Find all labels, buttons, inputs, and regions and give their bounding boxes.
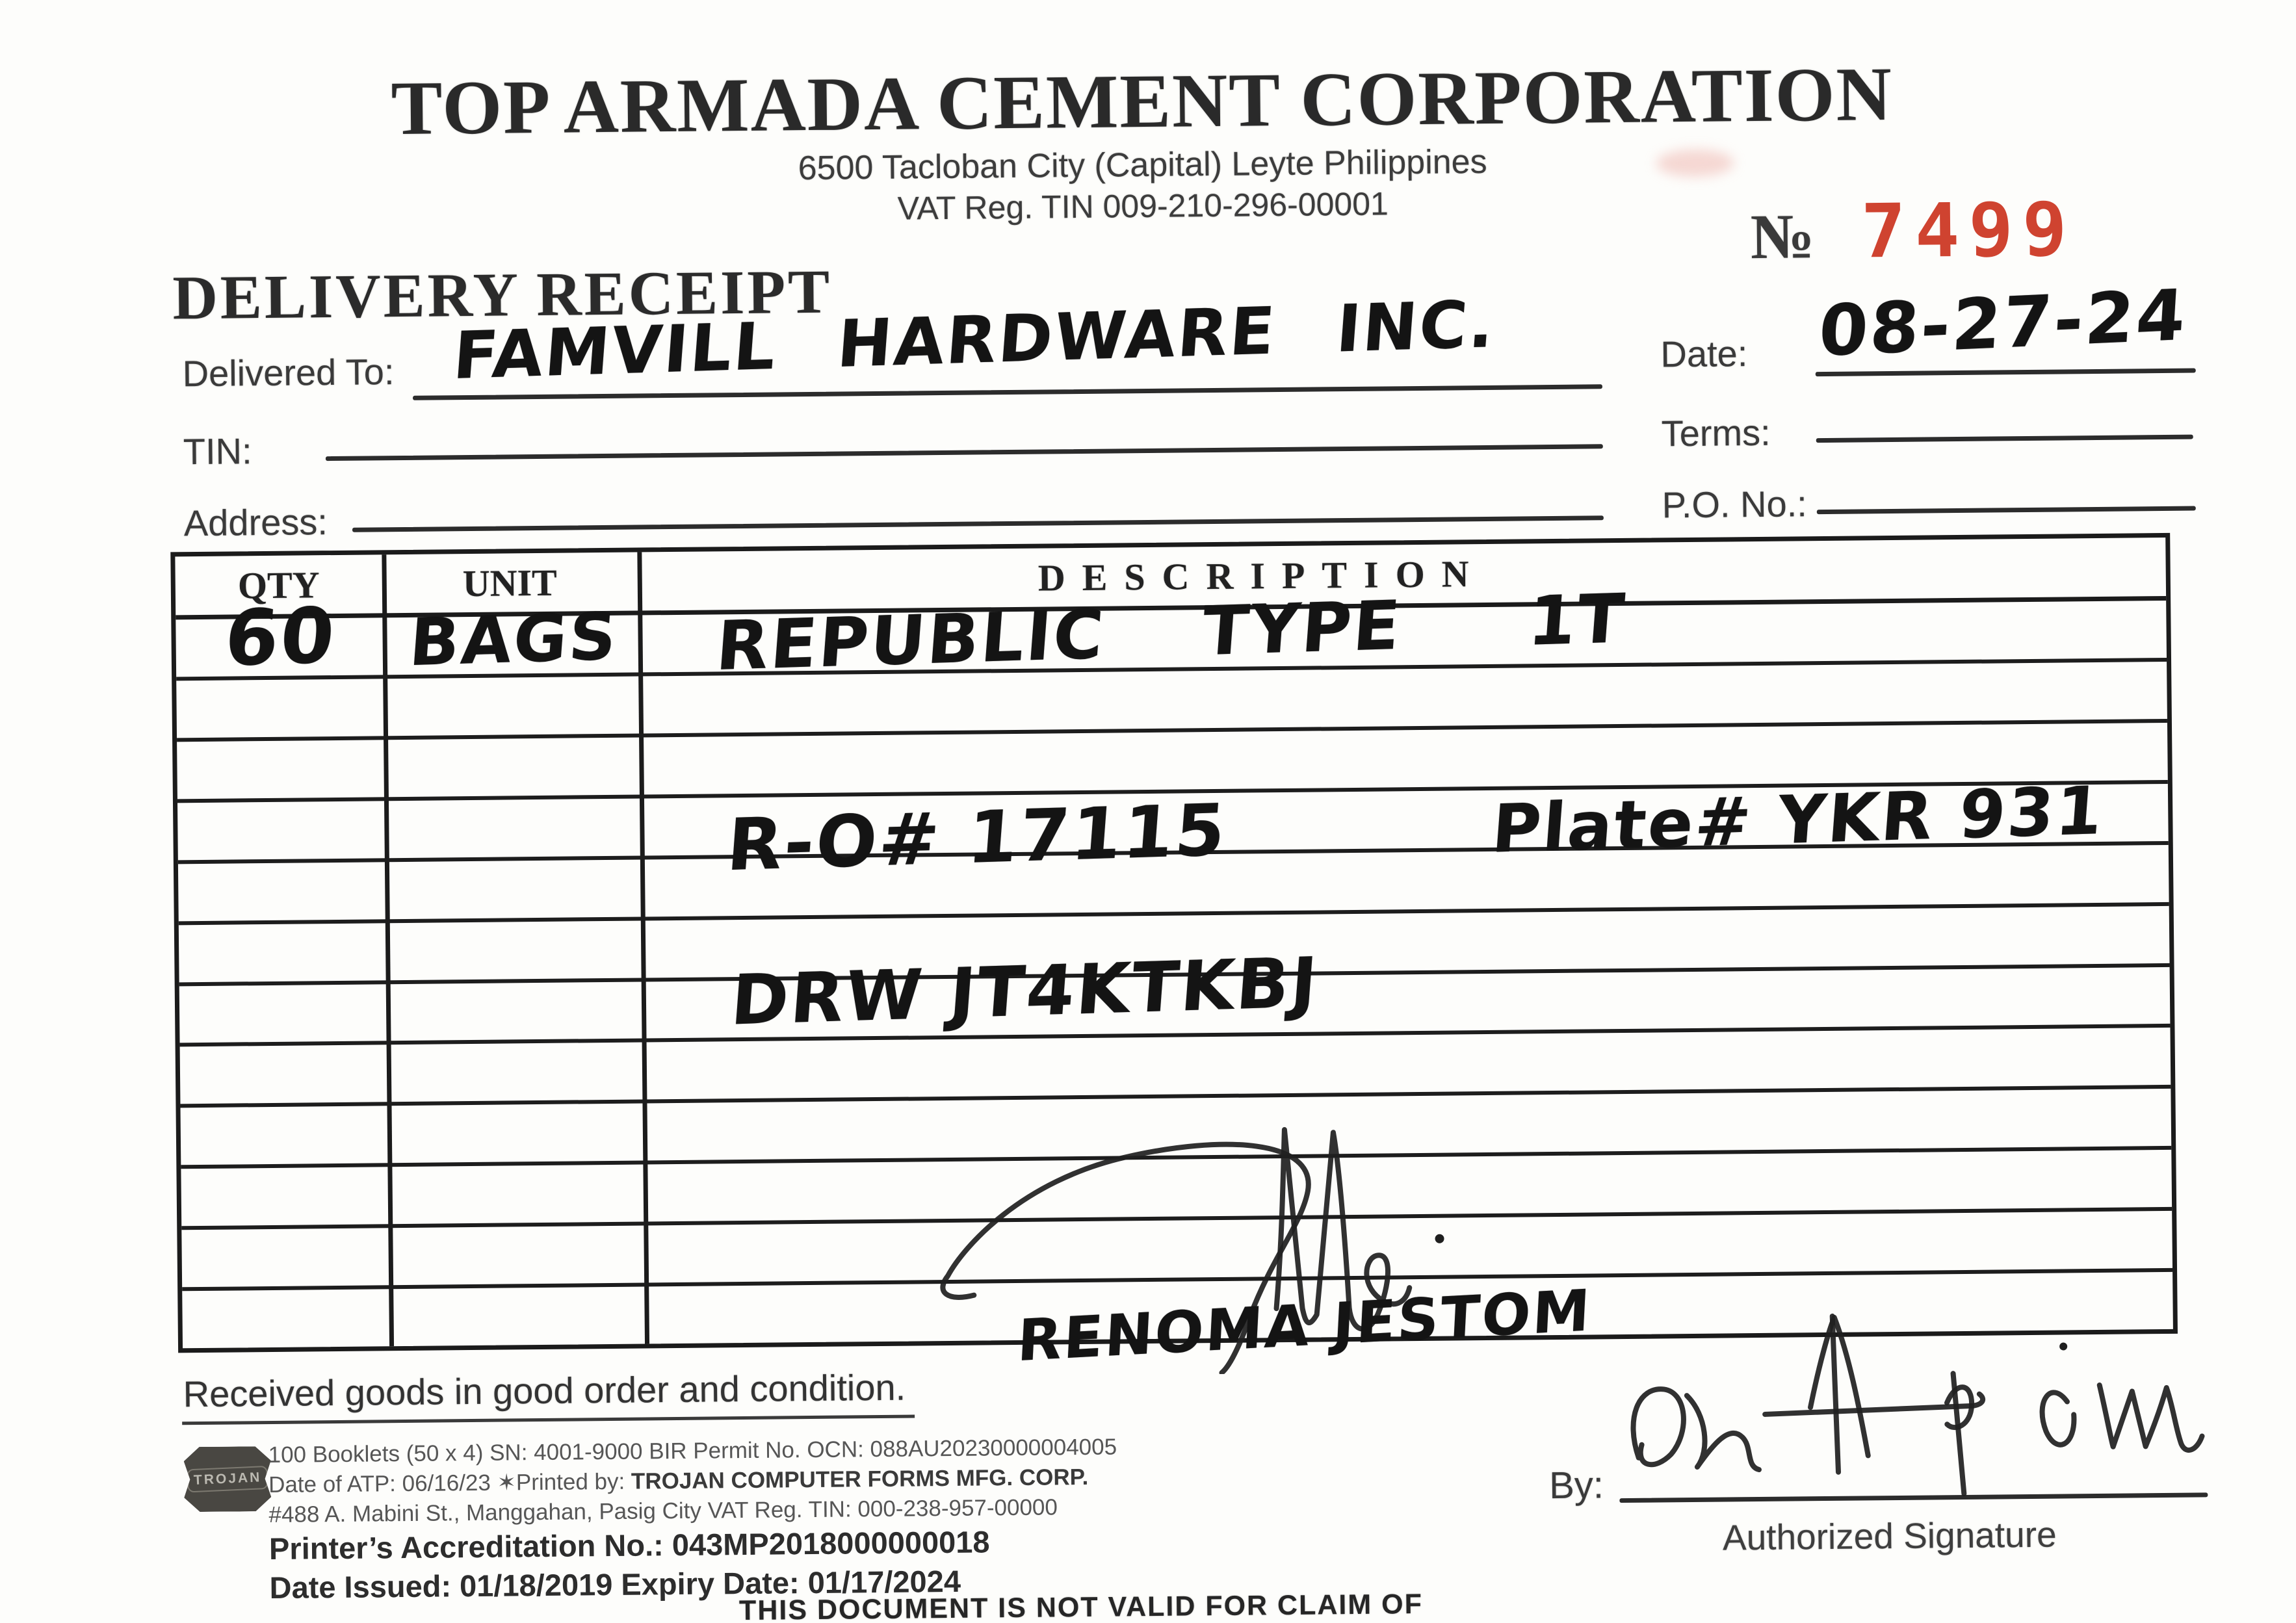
trojan-logo-text: TROJAN xyxy=(187,1466,268,1492)
by-label: By: xyxy=(1548,1464,1604,1507)
trojan-printer-logo: TROJAN xyxy=(184,1446,272,1512)
tin-line xyxy=(325,444,1603,461)
description-word: REPUBLIC xyxy=(713,594,1108,686)
date-value: 08-27-24 xyxy=(1816,274,2190,372)
description-word: TYPE xyxy=(1199,585,1405,671)
fineprint-atp-date: Date of ATP: 06/16/23 ✶Printed by: xyxy=(268,1468,625,1498)
receiver-signature-scribble xyxy=(940,1127,1444,1375)
terms-label: Terms: xyxy=(1661,411,1771,454)
unit-value: BAGS xyxy=(406,598,621,681)
fineprint-printer-name: TROJAN COMPUTER FORMS MFG. CORP. xyxy=(625,1464,1089,1494)
fineprint-printedby: Date of ATP: 06/16/23 ✶Printed by: TROJA… xyxy=(268,1464,1088,1498)
address-label: Address: xyxy=(183,501,328,544)
received-goods-statement: Received goods in good order and conditi… xyxy=(181,1366,915,1425)
qty-value: 60 xyxy=(222,590,340,684)
numero-symbol: № xyxy=(1750,201,1815,273)
po-number-label: P.O. No.: xyxy=(1662,483,1808,526)
printer-accreditation: Printer’s Accreditation No.: 043MP201800… xyxy=(268,1524,990,1566)
fineprint-booklets: 100 Booklets (50 x 4) SN: 4001-9000 BIR … xyxy=(268,1434,1117,1468)
receipt-number: 7499 xyxy=(1860,186,2077,275)
authorized-signature-label: Authorized Signature xyxy=(1722,1514,2057,1558)
date-label: Date: xyxy=(1660,333,1748,375)
fineprint-printer-address: #488 A. Mabini St., Manggahan, Pasig Cit… xyxy=(268,1494,1058,1528)
tin-label: TIN: xyxy=(183,430,252,473)
delivered-to-label: Delivered To: xyxy=(182,351,395,395)
authorized-signature-scribble xyxy=(1630,1313,2205,1497)
release-order-number: R-O# 17115 xyxy=(724,788,1231,887)
address-line xyxy=(352,515,1604,532)
po-number-line xyxy=(1816,506,2196,515)
description-word: 1T xyxy=(1525,578,1629,661)
receipt-number-row: № 7499 xyxy=(1750,186,2076,276)
terms-line xyxy=(1816,434,2193,443)
